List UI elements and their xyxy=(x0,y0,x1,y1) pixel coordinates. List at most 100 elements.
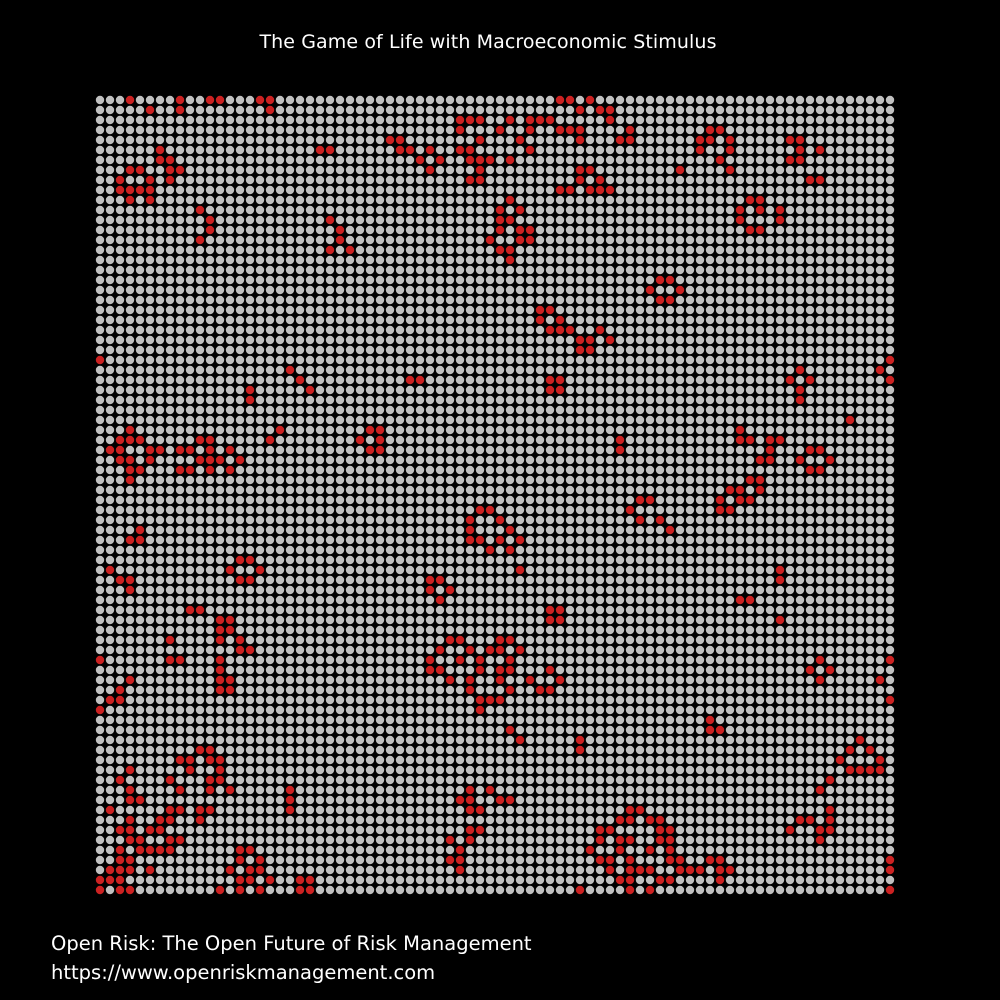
dead-cell[interactable] xyxy=(515,475,525,485)
dead-cell[interactable] xyxy=(535,205,545,215)
dead-cell[interactable] xyxy=(375,315,385,325)
dead-cell[interactable] xyxy=(445,495,455,505)
dead-cell[interactable] xyxy=(705,425,715,435)
dead-cell[interactable] xyxy=(485,95,495,105)
dead-cell[interactable] xyxy=(605,465,615,475)
dead-cell[interactable] xyxy=(835,525,845,535)
dead-cell[interactable] xyxy=(885,285,895,295)
dead-cell[interactable] xyxy=(225,285,235,295)
dead-cell[interactable] xyxy=(355,165,365,175)
dead-cell[interactable] xyxy=(775,635,785,645)
dead-cell[interactable] xyxy=(785,95,795,105)
live-cell[interactable] xyxy=(505,195,515,205)
dead-cell[interactable] xyxy=(815,705,825,715)
dead-cell[interactable] xyxy=(275,565,285,575)
dead-cell[interactable] xyxy=(345,295,355,305)
dead-cell[interactable] xyxy=(385,495,395,505)
live-cell[interactable] xyxy=(475,655,485,665)
dead-cell[interactable] xyxy=(595,245,605,255)
dead-cell[interactable] xyxy=(335,465,345,475)
dead-cell[interactable] xyxy=(365,455,375,465)
dead-cell[interactable] xyxy=(125,685,135,695)
dead-cell[interactable] xyxy=(645,295,655,305)
live-cell[interactable] xyxy=(665,295,675,305)
dead-cell[interactable] xyxy=(735,575,745,585)
live-cell[interactable] xyxy=(725,165,735,175)
dead-cell[interactable] xyxy=(765,375,775,385)
dead-cell[interactable] xyxy=(265,215,275,225)
live-cell[interactable] xyxy=(155,145,165,155)
dead-cell[interactable] xyxy=(655,535,665,545)
dead-cell[interactable] xyxy=(825,115,835,125)
dead-cell[interactable] xyxy=(675,185,685,195)
dead-cell[interactable] xyxy=(845,255,855,265)
dead-cell[interactable] xyxy=(595,495,605,505)
dead-cell[interactable] xyxy=(285,405,295,415)
dead-cell[interactable] xyxy=(735,545,745,555)
dead-cell[interactable] xyxy=(725,695,735,705)
dead-cell[interactable] xyxy=(605,525,615,535)
dead-cell[interactable] xyxy=(525,175,535,185)
dead-cell[interactable] xyxy=(585,425,595,435)
dead-cell[interactable] xyxy=(105,635,115,645)
dead-cell[interactable] xyxy=(755,145,765,155)
dead-cell[interactable] xyxy=(255,105,265,115)
dead-cell[interactable] xyxy=(295,115,305,125)
dead-cell[interactable] xyxy=(645,645,655,655)
dead-cell[interactable] xyxy=(425,225,435,235)
dead-cell[interactable] xyxy=(595,365,605,375)
dead-cell[interactable] xyxy=(375,535,385,545)
dead-cell[interactable] xyxy=(845,285,855,295)
dead-cell[interactable] xyxy=(585,105,595,115)
dead-cell[interactable] xyxy=(445,315,455,325)
dead-cell[interactable] xyxy=(885,455,895,465)
dead-cell[interactable] xyxy=(125,525,135,535)
live-cell[interactable] xyxy=(195,435,205,445)
dead-cell[interactable] xyxy=(345,235,355,245)
dead-cell[interactable] xyxy=(425,695,435,705)
dead-cell[interactable] xyxy=(605,635,615,645)
dead-cell[interactable] xyxy=(755,395,765,405)
dead-cell[interactable] xyxy=(295,485,305,495)
dead-cell[interactable] xyxy=(735,405,745,415)
dead-cell[interactable] xyxy=(235,355,245,365)
dead-cell[interactable] xyxy=(505,285,515,295)
dead-cell[interactable] xyxy=(225,355,235,365)
dead-cell[interactable] xyxy=(185,715,195,725)
dead-cell[interactable] xyxy=(415,355,425,365)
dead-cell[interactable] xyxy=(455,445,465,455)
dead-cell[interactable] xyxy=(565,365,575,375)
dead-cell[interactable] xyxy=(575,155,585,165)
dead-cell[interactable] xyxy=(855,645,865,655)
dead-cell[interactable] xyxy=(285,95,295,105)
dead-cell[interactable] xyxy=(535,515,545,525)
dead-cell[interactable] xyxy=(555,695,565,705)
dead-cell[interactable] xyxy=(565,525,575,535)
dead-cell[interactable] xyxy=(255,715,265,725)
dead-cell[interactable] xyxy=(605,215,615,225)
dead-cell[interactable] xyxy=(765,95,775,105)
dead-cell[interactable] xyxy=(615,375,625,385)
dead-cell[interactable] xyxy=(665,695,675,705)
dead-cell[interactable] xyxy=(145,605,155,615)
dead-cell[interactable] xyxy=(145,485,155,495)
dead-cell[interactable] xyxy=(655,345,665,355)
dead-cell[interactable] xyxy=(725,205,735,215)
dead-cell[interactable] xyxy=(555,405,565,415)
dead-cell[interactable] xyxy=(355,305,365,315)
dead-cell[interactable] xyxy=(455,395,465,405)
dead-cell[interactable] xyxy=(655,575,665,585)
dead-cell[interactable] xyxy=(425,395,435,405)
dead-cell[interactable] xyxy=(655,465,665,475)
dead-cell[interactable] xyxy=(225,335,235,345)
dead-cell[interactable] xyxy=(825,515,835,525)
dead-cell[interactable] xyxy=(185,205,195,215)
dead-cell[interactable] xyxy=(525,515,535,525)
dead-cell[interactable] xyxy=(445,185,455,195)
dead-cell[interactable] xyxy=(425,545,435,555)
dead-cell[interactable] xyxy=(605,95,615,105)
dead-cell[interactable] xyxy=(505,145,515,155)
dead-cell[interactable] xyxy=(385,355,395,365)
dead-cell[interactable] xyxy=(655,265,665,275)
dead-cell[interactable] xyxy=(425,155,435,165)
